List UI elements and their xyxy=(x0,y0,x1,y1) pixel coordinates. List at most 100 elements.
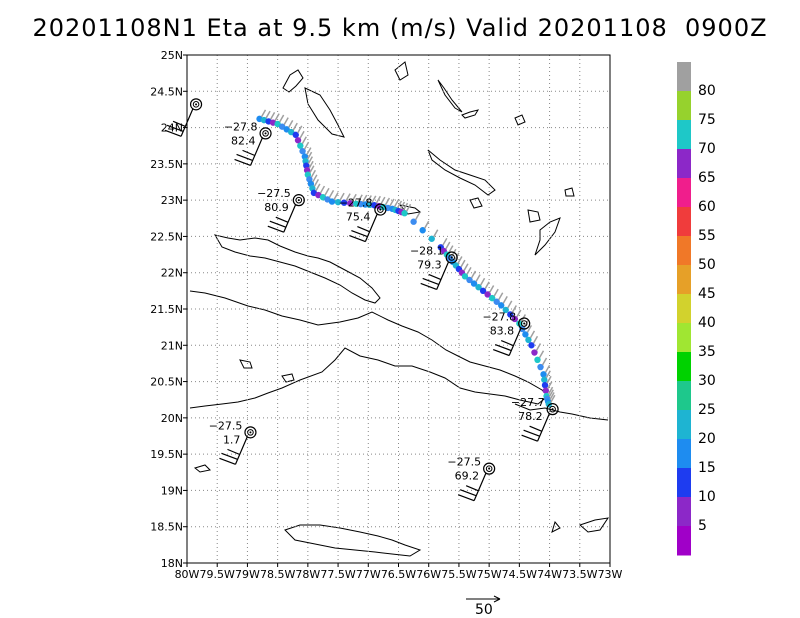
colorbar-segment xyxy=(677,207,691,237)
wind-vector-arrow xyxy=(547,386,554,395)
wind-vector-arrow xyxy=(526,325,533,333)
wind-vector-arrow xyxy=(414,212,421,221)
wind-vector-arrow xyxy=(445,241,451,250)
wind-vector-arrow xyxy=(549,392,555,400)
wind-vector-arrow xyxy=(550,394,556,403)
station-plot: −27.882.4 xyxy=(224,120,272,166)
station-height: 78.2 xyxy=(518,410,543,423)
wind-vector-mark xyxy=(534,356,541,363)
colorbar-segment xyxy=(677,294,691,324)
wind-vector-arrow xyxy=(274,113,280,122)
colorbar-label: 50 xyxy=(698,257,716,273)
lat-tick-label: 23N xyxy=(161,194,183,207)
wind-vector-arrow xyxy=(333,192,339,200)
station-plot: −27.580.9 xyxy=(257,187,305,233)
station-inner-circle xyxy=(549,405,556,413)
station-plot: −27.51.7 xyxy=(209,419,257,465)
station-dot xyxy=(523,322,526,325)
wind-vector-arrow xyxy=(393,199,400,208)
station-inner-circle xyxy=(262,130,269,137)
wind-vector-mark xyxy=(502,306,509,314)
wind-vector-mark xyxy=(401,210,408,217)
wind-vector-arrow xyxy=(324,187,330,196)
station-inner-circle xyxy=(448,254,455,261)
station-dot xyxy=(488,467,491,470)
station-outer-circle xyxy=(259,127,272,140)
wind-vector-arrow xyxy=(288,120,294,128)
wind-vector-arrow xyxy=(269,112,276,120)
wind-vector-mark xyxy=(540,371,547,378)
wind-vector-arrow xyxy=(299,130,305,139)
station-temperature: −27.8 xyxy=(339,197,373,210)
wind-vector-arrow xyxy=(433,229,439,238)
lon-tick-label: 79.5W xyxy=(200,568,235,581)
station-temperature: −27.8 xyxy=(224,120,258,133)
wind-vector-arrow xyxy=(319,185,326,194)
station-outer-circle xyxy=(244,426,257,439)
wind-vector-arrow xyxy=(475,274,481,282)
colorbar-segment xyxy=(677,265,691,295)
lat-tick-label: 18.5N xyxy=(150,521,183,534)
wind-vector-arrow xyxy=(328,190,335,198)
wind-vector-arrow xyxy=(345,193,351,202)
wind-vector-arrow xyxy=(283,117,289,126)
colorbar-segment xyxy=(677,497,691,527)
lat-tick-label: 18N xyxy=(161,557,183,570)
colorbar-label: 45 xyxy=(698,286,716,302)
wind-vector-mark xyxy=(299,147,306,155)
wind-vector-mark xyxy=(525,336,532,344)
wind-vector-mark xyxy=(522,331,529,338)
colorbar-label: 75 xyxy=(698,112,716,128)
colorbar-segment xyxy=(677,352,691,382)
station-plot: −28.179.3 xyxy=(410,244,458,291)
lon-tick-label: 77W xyxy=(356,568,381,581)
colorbar-segment xyxy=(677,381,691,411)
station-outer-circle xyxy=(445,251,458,264)
lat-tick-label: 24N xyxy=(161,122,183,135)
station-dot xyxy=(195,103,198,106)
wind-vector-mark xyxy=(516,320,523,327)
colorbar-segment xyxy=(677,323,691,353)
colorbar-label: 60 xyxy=(698,199,716,215)
station-outer-circle xyxy=(483,462,496,475)
wind-vector-arrow xyxy=(545,370,551,379)
wind-vector-arrow xyxy=(516,309,522,318)
colorbar-label: 55 xyxy=(698,228,716,244)
wind-vector-mark xyxy=(511,315,519,323)
colorbar-label: 65 xyxy=(698,170,716,186)
station-inner-circle xyxy=(192,101,200,108)
wind-vector-mark xyxy=(340,199,348,206)
colorbar-label: 10 xyxy=(698,489,716,505)
wind-vector-arrow xyxy=(493,288,499,297)
lat-tick-label: 24.5N xyxy=(150,85,183,98)
lon-tick-label: 75.5W xyxy=(441,568,476,581)
wind-vector-mark xyxy=(542,387,549,394)
wind-vector-arrow xyxy=(405,203,412,212)
wind-vector-arrow xyxy=(312,174,318,183)
wind-vector-arrow xyxy=(466,266,472,275)
lat-tick-label: 19N xyxy=(161,484,183,497)
station-inner-circle xyxy=(247,429,254,436)
wind-vector-arrow xyxy=(532,335,539,344)
wind-vector-arrow xyxy=(547,381,553,390)
wind-vector-arrow xyxy=(424,220,430,229)
lat-tick-label: 25N xyxy=(161,49,183,62)
wind-vector-mark xyxy=(297,142,304,149)
wind-vector-mark xyxy=(493,298,500,305)
wind-vector-mark xyxy=(541,382,549,389)
wind-vector-arrow xyxy=(448,245,454,253)
station-height: 83.8 xyxy=(490,325,515,338)
colorbar: 80 75 70 65 60 55 50 45 40 35 30 25 20 15 10 5 xyxy=(677,62,716,556)
wind-vector-mark xyxy=(470,280,478,287)
colorbar-segment xyxy=(677,468,691,498)
lon-tick-label: 75W xyxy=(477,568,502,581)
station-plot: −27.875.4 xyxy=(339,197,387,243)
wind-vector-arrow xyxy=(260,109,267,118)
station-height: 80.9 xyxy=(264,201,289,214)
lon-tick-label: 74.5W xyxy=(502,568,537,581)
wind-vector-arrow xyxy=(301,136,307,145)
lon-tick-label: 76.5W xyxy=(381,568,416,581)
station-inner-circle xyxy=(520,320,528,327)
wind-vector-arrow xyxy=(541,357,548,366)
reference-vector-label: 50 xyxy=(475,602,493,618)
